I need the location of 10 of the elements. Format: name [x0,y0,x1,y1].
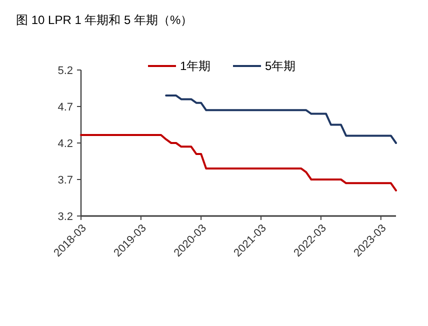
legend-label: 5年期 [265,59,296,74]
y-tick-label: 3.7 [58,174,73,186]
chart-title: 图 10 LPR 1 年期和 5 年期（%） [16,13,193,27]
y-tick-label: 3.2 [58,210,73,223]
y-tick-label: 5.2 [58,64,73,77]
y-tick-label: 4.2 [58,138,73,150]
line-series [165,94,397,144]
legend-label: 1年期 [180,59,211,74]
y-tick-label: 4.7 [58,101,73,114]
line-series [80,134,397,192]
